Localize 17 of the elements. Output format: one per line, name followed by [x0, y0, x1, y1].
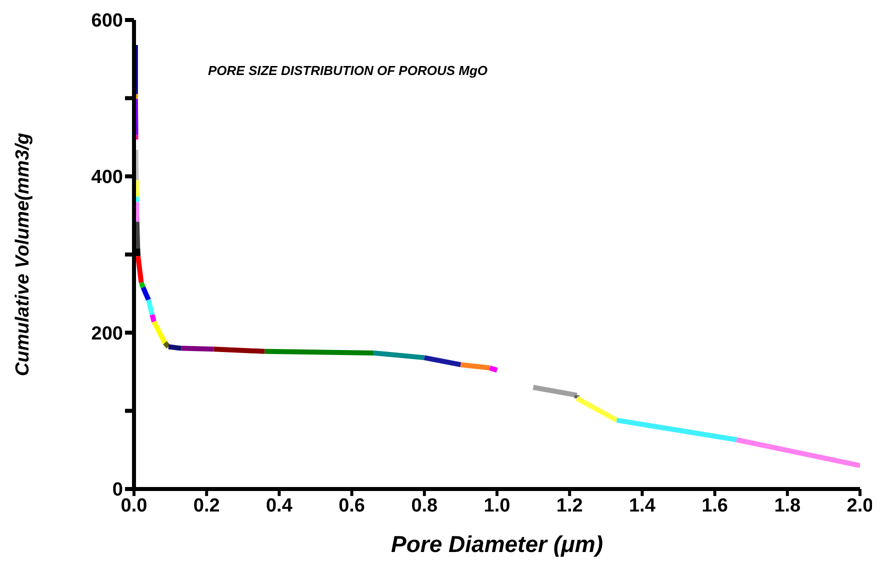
y-tick-label: 200	[91, 323, 123, 344]
x-tick-label: 1.2	[556, 495, 583, 516]
y-tick-label: 0	[112, 480, 123, 501]
x-tick-label: 1.8	[774, 495, 801, 516]
text: PORE SIZE DISTRIBUTION OF POROUS MgO	[208, 63, 488, 78]
y-axis-title: Cumulative Volume(mm3/g	[12, 132, 34, 376]
x-tick-label: 0.6	[338, 495, 366, 516]
x-tick-label: 0.0	[120, 495, 148, 516]
x-axis-title: Pore Diameter (μm)	[391, 531, 603, 557]
x-tick-label: 0.8	[411, 495, 438, 516]
x-tick-label: 0.2	[193, 495, 220, 516]
x-tick-label: 1.6	[702, 495, 728, 516]
y-tick-label: 600	[91, 10, 123, 32]
x-tick-label: 1.0	[484, 495, 510, 516]
x-tick-label: 0.4	[266, 495, 293, 516]
y-tick-label: 400	[91, 167, 123, 188]
x-tick-label: 1.4	[628, 495, 656, 516]
